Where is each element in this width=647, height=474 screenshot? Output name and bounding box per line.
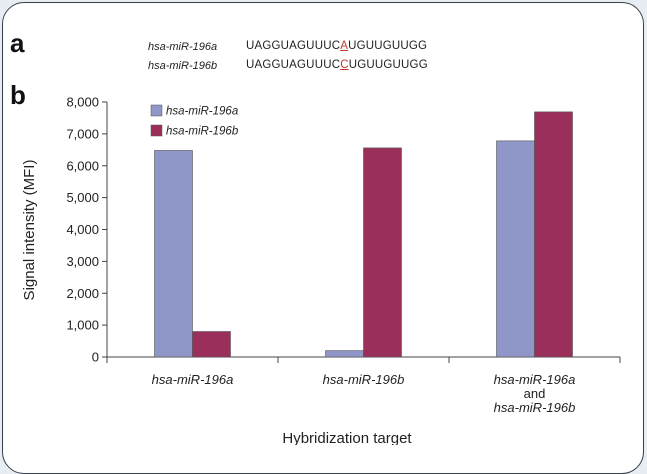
mismatch-base: C: [340, 59, 349, 71]
y-tick-label: 3,000: [66, 254, 99, 269]
x-category-label: and: [524, 386, 546, 401]
sequence-suffix: UGUUGUUGG: [348, 40, 428, 52]
y-tick-label: 6,000: [66, 158, 99, 173]
bar-series-b: [534, 111, 573, 358]
bar-series-b: [363, 147, 402, 358]
sequence-name-196a: hsa-miR-196a: [148, 41, 218, 53]
bar-series-a: [325, 350, 364, 358]
panel-label-b: b: [10, 80, 26, 110]
legend-label: hsa-miR-196a: [166, 106, 238, 118]
bar-chart: Signal intensity (MFI) Hybridization tar…: [21, 95, 621, 445]
sequence-196a: UAGGUAGUUUCAUGUUGUUGG: [246, 40, 427, 52]
x-axis-title: Hybridization target: [282, 430, 412, 445]
bar-series-a: [154, 150, 193, 358]
y-tick-label: 1,000: [66, 318, 99, 333]
mismatch-base: A: [340, 40, 349, 52]
y-tick-label: 7,000: [66, 126, 99, 141]
y-axis-title: Signal intensity (MFI): [21, 160, 38, 301]
panel-label-a: a: [10, 28, 25, 58]
legend-swatch: [150, 124, 163, 137]
y-tick-label: 8,000: [66, 95, 99, 110]
bar-series-b: [192, 331, 231, 358]
sequence-prefix: UAGGUAGUUUC: [246, 40, 341, 52]
y-tick-label: 0: [92, 350, 99, 365]
legend-swatch: [150, 104, 163, 117]
sequence-prefix: UAGGUAGUUUC: [246, 59, 341, 71]
x-category-label: hsa-miR-196b: [323, 372, 405, 387]
sequence-name-196b: hsa-miR-196b: [148, 60, 218, 72]
y-tick-label: 2,000: [66, 286, 99, 301]
x-category-label: hsa-miR-196b: [494, 400, 576, 415]
x-category-label: hsa-miR-196a: [152, 372, 234, 387]
sequence-suffix: UGUUGUUGG: [348, 59, 428, 71]
legend-label: hsa-miR-196b: [166, 126, 239, 138]
x-category-label: hsa-miR-196a: [494, 372, 576, 387]
y-tick-label: 4,000: [66, 222, 99, 237]
bar-series-a: [496, 140, 535, 358]
y-tick-label: 5,000: [66, 190, 99, 205]
sequence-196b: UAGGUAGUUUCCUGUUGUUGG: [246, 59, 428, 71]
